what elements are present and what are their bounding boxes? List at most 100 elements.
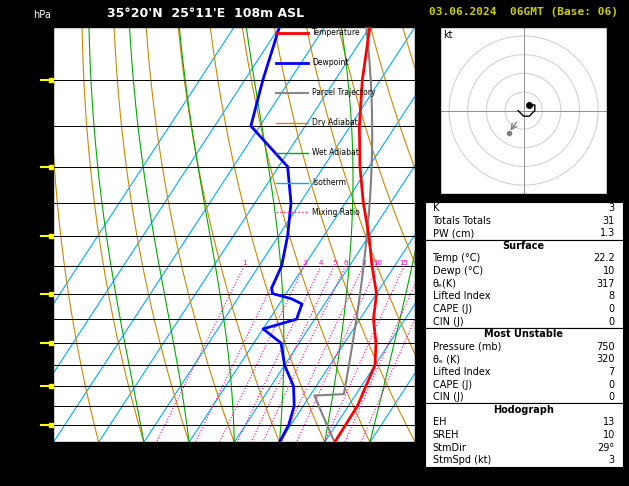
Text: 10: 10 (603, 430, 615, 440)
Text: 10: 10 (373, 260, 382, 266)
Text: -30: -30 (91, 455, 106, 465)
Text: -6: -6 (420, 236, 428, 245)
Text: 0: 0 (609, 304, 615, 314)
Text: EH: EH (433, 417, 446, 427)
Text: hPa: hPa (33, 11, 52, 20)
Text: Dewpoint: Dewpoint (312, 58, 348, 68)
Text: 850: 850 (30, 381, 48, 391)
Text: © weatheronline.co.uk: © weatheronline.co.uk (483, 474, 580, 484)
Text: Mixing Ratio: Mixing Ratio (312, 208, 360, 217)
Bar (425, 403, 623, 467)
Text: 40: 40 (409, 455, 421, 465)
Text: CIN (J): CIN (J) (433, 392, 463, 402)
Text: -8: -8 (420, 148, 428, 157)
Text: 2: 2 (279, 260, 284, 266)
Text: 550: 550 (30, 231, 48, 241)
Text: 0: 0 (609, 392, 615, 402)
Text: 0: 0 (609, 380, 615, 390)
Text: Lifted Index: Lifted Index (433, 367, 490, 377)
Text: 5: 5 (332, 260, 337, 266)
Text: -7: -7 (420, 193, 428, 202)
Text: 22.2: 22.2 (593, 253, 615, 263)
Text: θₑ (K): θₑ (K) (433, 354, 460, 364)
Text: 8: 8 (361, 260, 365, 266)
Text: Mixing Ratio (g/kg): Mixing Ratio (g/kg) (447, 257, 456, 337)
Text: Temp (°C): Temp (°C) (433, 253, 481, 263)
Text: Temperature: Temperature (312, 29, 360, 37)
Text: 450: 450 (30, 162, 48, 172)
Text: CAPE (J): CAPE (J) (433, 304, 472, 314)
Text: Surface: Surface (503, 241, 545, 251)
Text: Dry Adiabat: Dry Adiabat (312, 118, 358, 127)
Text: Parcel Trajectory: Parcel Trajectory (312, 88, 376, 97)
Text: hPa: hPa (13, 229, 33, 240)
Text: 950: 950 (30, 419, 48, 430)
Text: Lifted Index: Lifted Index (433, 291, 490, 301)
Text: CIN (J): CIN (J) (433, 316, 463, 327)
Bar (425, 240, 623, 328)
Text: 500: 500 (30, 198, 48, 208)
Text: 317: 317 (596, 278, 615, 289)
Text: SREH: SREH (433, 430, 459, 440)
Text: 600: 600 (30, 261, 48, 271)
Text: 15: 15 (399, 260, 408, 266)
Text: CAPE (J): CAPE (J) (433, 380, 472, 390)
Text: StmSpd (kt): StmSpd (kt) (433, 455, 491, 465)
Text: 3: 3 (609, 455, 615, 465)
Text: -5: -5 (420, 277, 428, 286)
Bar (425, 328, 623, 403)
Text: -3: -3 (420, 354, 428, 363)
Text: 1: 1 (242, 260, 247, 266)
Text: 10: 10 (274, 455, 286, 465)
Bar (425, 202, 623, 240)
Text: -20: -20 (136, 455, 152, 465)
Text: PW (cm): PW (cm) (433, 228, 474, 238)
Text: StmDir: StmDir (433, 443, 466, 452)
Text: 03.06.2024  06GMT (Base: 06): 03.06.2024 06GMT (Base: 06) (429, 7, 618, 17)
Text: ASL: ASL (419, 30, 435, 39)
Text: 3: 3 (609, 203, 615, 213)
Text: kt: kt (443, 31, 453, 40)
Text: 0: 0 (231, 455, 237, 465)
Text: 1.3: 1.3 (599, 228, 615, 238)
Text: Isotherm: Isotherm (312, 178, 346, 187)
Text: 8: 8 (609, 291, 615, 301)
Text: 10: 10 (603, 266, 615, 276)
Text: 31: 31 (603, 216, 615, 226)
Text: 800: 800 (30, 360, 48, 370)
Text: Wet Adiabat: Wet Adiabat (312, 148, 359, 157)
Text: 700: 700 (30, 314, 48, 324)
Text: -10: -10 (181, 455, 197, 465)
Text: 3: 3 (302, 260, 306, 266)
Text: 13: 13 (603, 417, 615, 427)
Text: 35°20'N  25°11'E  108m ASL: 35°20'N 25°11'E 108m ASL (107, 7, 304, 20)
Text: 750: 750 (596, 342, 615, 352)
Text: 6: 6 (343, 260, 348, 266)
Text: θₑ(K): θₑ(K) (433, 278, 457, 289)
Text: Dewp (°C): Dewp (°C) (433, 266, 482, 276)
Text: 4: 4 (319, 260, 323, 266)
Text: Hodograph: Hodograph (493, 405, 554, 415)
Text: 30: 30 (364, 455, 376, 465)
Text: Most Unstable: Most Unstable (484, 329, 563, 339)
Text: 7: 7 (608, 367, 615, 377)
Text: 350: 350 (30, 75, 48, 85)
Text: 0: 0 (609, 316, 615, 327)
Text: 1000: 1000 (23, 437, 48, 447)
Text: -4: -4 (420, 316, 428, 325)
Text: -2: -2 (420, 390, 428, 399)
Text: 650: 650 (30, 289, 48, 298)
Text: 750: 750 (30, 338, 48, 348)
Text: km: km (419, 14, 431, 22)
Text: Pressure (mb): Pressure (mb) (433, 342, 501, 352)
Text: K: K (433, 203, 439, 213)
Text: Totals Totals: Totals Totals (433, 216, 491, 226)
Text: 20: 20 (318, 455, 331, 465)
Text: 320: 320 (596, 354, 615, 364)
Text: Dewpoint / Temperature (°C): Dewpoint / Temperature (°C) (154, 469, 314, 479)
Text: 29°: 29° (598, 443, 615, 452)
Text: -1: -1 (420, 426, 428, 435)
Text: 300: 300 (30, 22, 48, 32)
Text: LCL: LCL (420, 390, 435, 399)
Text: 900: 900 (30, 401, 48, 411)
